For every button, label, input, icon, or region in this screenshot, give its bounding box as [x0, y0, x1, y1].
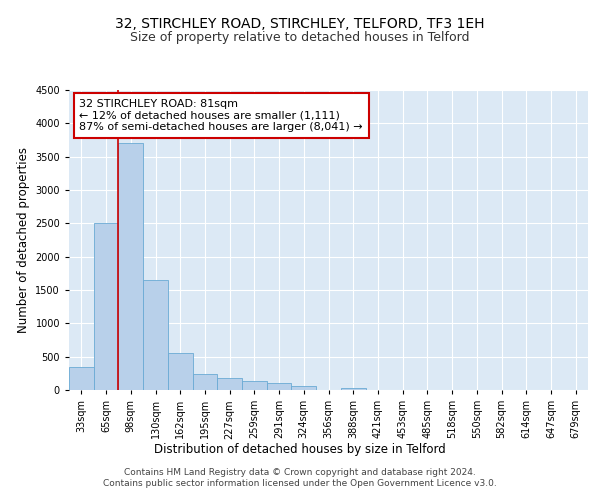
Text: 32, STIRCHLEY ROAD, STIRCHLEY, TELFORD, TF3 1EH: 32, STIRCHLEY ROAD, STIRCHLEY, TELFORD, …	[115, 18, 485, 32]
Bar	[118, 144, 143, 390]
Y-axis label: Number of detached properties: Number of detached properties	[17, 147, 29, 333]
Bar	[94, 224, 118, 390]
Bar	[143, 280, 168, 390]
Bar	[217, 378, 242, 390]
Bar	[242, 381, 267, 390]
Text: Contains HM Land Registry data © Crown copyright and database right 2024.
Contai: Contains HM Land Registry data © Crown c…	[103, 468, 497, 487]
Bar	[193, 374, 217, 390]
Bar	[267, 384, 292, 390]
Bar	[341, 388, 365, 390]
Bar	[69, 366, 94, 390]
Text: Distribution of detached houses by size in Telford: Distribution of detached houses by size …	[154, 442, 446, 456]
Bar	[292, 386, 316, 390]
Bar	[168, 352, 193, 390]
Text: Size of property relative to detached houses in Telford: Size of property relative to detached ho…	[130, 31, 470, 44]
Text: 32 STIRCHLEY ROAD: 81sqm
← 12% of detached houses are smaller (1,111)
87% of sem: 32 STIRCHLEY ROAD: 81sqm ← 12% of detach…	[79, 99, 363, 132]
